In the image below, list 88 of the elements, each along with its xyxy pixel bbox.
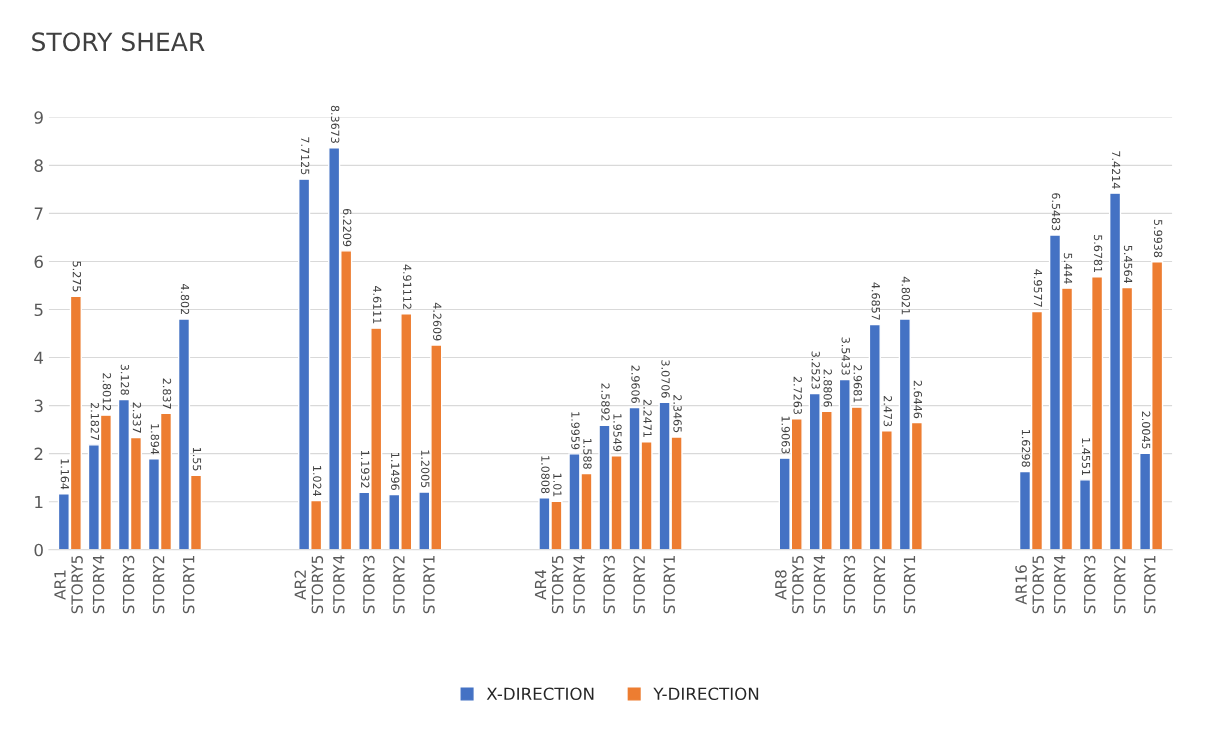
x-tick-label: STORY4 — [573, 555, 585, 614]
y-tick-label: 0 — [34, 543, 43, 557]
x-tick-label: STORY2 — [873, 556, 886, 614]
data-label: 3.2523 — [811, 351, 820, 389]
data-label: 1.0808 — [541, 456, 550, 494]
y-tick-label: 2 — [34, 447, 43, 460]
chart-title: STORY SHEAR — [32, 32, 205, 52]
data-label: 4.8021 — [901, 276, 911, 315]
legend-label: Y-DIRECTION — [653, 687, 759, 701]
x-tick-label: STORY4 — [1053, 555, 1066, 614]
data-label: 2.9681 — [853, 365, 862, 403]
data-label: 2.473 — [883, 396, 893, 427]
data-label: 2.837 — [162, 378, 172, 409]
x-tick-label: AR4 STORY5 — [534, 555, 564, 614]
data-label: 3.0706 — [661, 360, 670, 398]
x-tick-label: STORY2 — [633, 556, 645, 614]
x-tick-label: STORY3 — [1083, 555, 1096, 614]
x-tick-label: AR8 STORY5 — [775, 555, 804, 614]
x-tick-label: STORY3 — [363, 555, 375, 614]
x-tick-label: AR2 STORY5 — [294, 555, 324, 614]
data-label: 8.3673 — [330, 105, 340, 143]
x-tick-label: AR1 STORY5 — [54, 555, 83, 614]
data-label: 2.9606 — [631, 365, 640, 403]
y-tick-label: 7 — [34, 207, 43, 220]
x-tick-label: STORY1 — [903, 556, 916, 614]
x-tick-label: STORY4 — [813, 555, 826, 614]
x-tick-label: STORY2 — [393, 556, 405, 614]
data-label: 4.802 — [180, 283, 190, 315]
data-label: 2.3465 — [673, 395, 682, 433]
x-tick-label: STORY3 — [122, 555, 135, 614]
data-label: 1.894 — [150, 424, 160, 455]
y-tick-label: 6 — [34, 255, 43, 269]
data-label: 1.4551 — [1081, 438, 1091, 475]
data-label: 1.9549 — [613, 414, 622, 452]
y-tick-label: 1 — [35, 495, 43, 509]
x-tick-label: STORY4 — [333, 555, 345, 614]
data-label: 3.5433 — [841, 337, 850, 375]
data-label: 4.2609 — [433, 302, 442, 341]
data-label: 5.444 — [1063, 253, 1073, 284]
x-tick-label: STORY2 — [152, 556, 165, 614]
y-tick-label: 4 — [34, 351, 44, 364]
data-label: 2.7263 — [793, 376, 802, 415]
y-tick-label: 5 — [34, 303, 43, 317]
x-tick-label: STORY1 — [182, 556, 195, 614]
data-label: 1.164 — [60, 459, 70, 490]
legend-label: X-DIRECTION — [486, 687, 594, 701]
data-label: 2.2471 — [643, 399, 652, 437]
x-tick-label: STORY1 — [1144, 556, 1156, 614]
x-tick-label: STORY1 — [663, 556, 675, 614]
x-tick-label: STORY1 — [423, 556, 435, 614]
x-tick-label: STORY2 — [1113, 556, 1126, 614]
data-label: 1.024 — [312, 466, 322, 497]
data-label: 1.01 — [553, 473, 562, 497]
y-tick-label: 8 — [34, 159, 43, 172]
data-label: 5.275 — [72, 261, 82, 292]
data-label: 3.128 — [120, 364, 130, 395]
y-tick-label: 9 — [34, 111, 43, 124]
data-label: 2.337 — [132, 402, 142, 433]
data-label: 1.6298 — [1021, 429, 1031, 467]
data-label: 1.9063 — [781, 416, 790, 454]
data-label: 6.5483 — [1051, 193, 1061, 231]
data-label: 2.8806 — [823, 369, 832, 407]
y-tick-label: 3 — [34, 399, 43, 413]
data-label: 7.4214 — [1112, 151, 1121, 189]
data-label: 1.55 — [192, 447, 202, 471]
x-tick-label: STORY3 — [843, 555, 856, 614]
data-label: 4.6857 — [871, 282, 880, 320]
data-label: 5.4564 — [1123, 245, 1133, 284]
data-label: 1.2005 — [421, 450, 430, 488]
data-label: 2.8012 — [102, 373, 112, 411]
data-label: 4.9577 — [1033, 269, 1043, 307]
data-label: 2.0045 — [1141, 411, 1151, 449]
data-label: 6.2209 — [342, 208, 352, 247]
data-label: 4.6111 — [373, 286, 382, 324]
data-label: 7.7125 — [300, 137, 310, 175]
data-label: 2.5892 — [601, 383, 610, 421]
data-label: 2.6446 — [913, 380, 923, 419]
data-label: 1.9959 — [571, 412, 580, 450]
data-label: 5.9938 — [1153, 219, 1163, 258]
data-label: 5.6781 — [1093, 235, 1103, 273]
data-label: 1.1496 — [391, 453, 400, 490]
data-label: 2.1827 — [90, 402, 100, 441]
x-tick-label: STORY4 — [92, 555, 105, 614]
data-label: 1.588 — [583, 439, 592, 469]
x-tick-label: STORY3 — [603, 555, 615, 614]
data-label: 4.91112 — [403, 264, 412, 309]
data-label: 1.1932 — [360, 450, 370, 488]
x-tick-label: AR16 STORY5 — [1015, 555, 1044, 614]
